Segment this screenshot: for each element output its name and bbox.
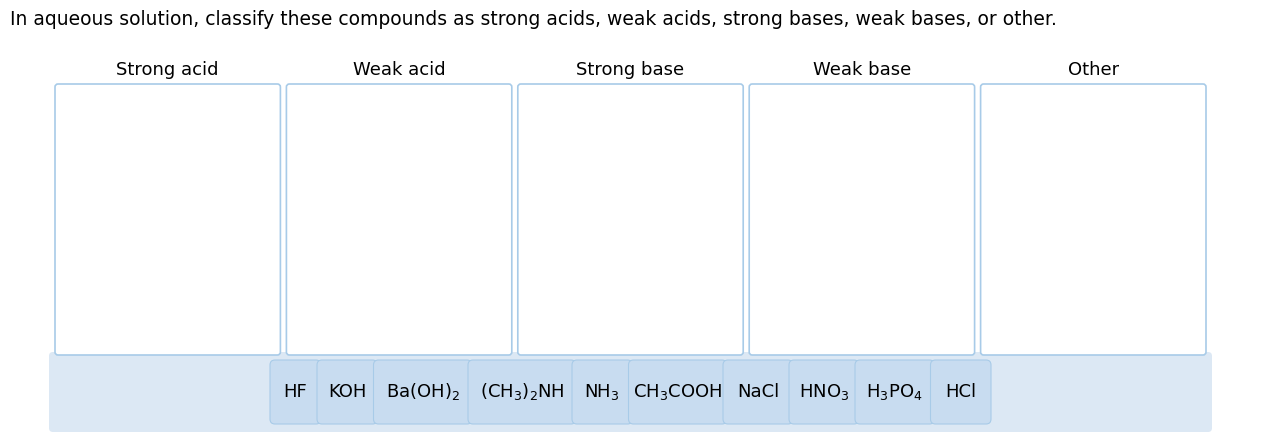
Text: H$_3$PO$_4$: H$_3$PO$_4$ — [866, 382, 923, 402]
FancyBboxPatch shape — [981, 84, 1206, 355]
Text: Weak base: Weak base — [813, 61, 910, 79]
FancyBboxPatch shape — [723, 360, 793, 424]
FancyBboxPatch shape — [628, 360, 728, 424]
FancyBboxPatch shape — [468, 360, 576, 424]
Text: Other: Other — [1068, 61, 1119, 79]
Text: (CH$_3$)$_2$NH: (CH$_3$)$_2$NH — [480, 381, 564, 403]
FancyBboxPatch shape — [373, 360, 472, 424]
FancyBboxPatch shape — [749, 84, 975, 355]
FancyBboxPatch shape — [49, 352, 1212, 432]
FancyBboxPatch shape — [270, 360, 322, 424]
FancyBboxPatch shape — [931, 360, 991, 424]
FancyBboxPatch shape — [286, 84, 512, 355]
Text: Strong base: Strong base — [576, 61, 685, 79]
FancyBboxPatch shape — [317, 360, 377, 424]
FancyBboxPatch shape — [518, 84, 743, 355]
Text: KOH: KOH — [328, 383, 367, 401]
Text: HCl: HCl — [946, 383, 976, 401]
Text: Strong acid: Strong acid — [116, 61, 219, 79]
Text: NaCl: NaCl — [736, 383, 779, 401]
Text: CH$_3$COOH: CH$_3$COOH — [633, 382, 723, 402]
Text: NH$_3$: NH$_3$ — [585, 382, 620, 402]
FancyBboxPatch shape — [572, 360, 633, 424]
FancyBboxPatch shape — [855, 360, 934, 424]
Text: HF: HF — [284, 383, 308, 401]
FancyBboxPatch shape — [55, 84, 280, 355]
Text: HNO$_3$: HNO$_3$ — [799, 382, 849, 402]
Text: In aqueous solution, classify these compounds as strong acids, weak acids, stron: In aqueous solution, classify these comp… — [10, 10, 1057, 29]
FancyBboxPatch shape — [789, 360, 859, 424]
Text: Weak acid: Weak acid — [353, 61, 445, 79]
Text: Ba(OH)$_2$: Ba(OH)$_2$ — [386, 381, 460, 403]
